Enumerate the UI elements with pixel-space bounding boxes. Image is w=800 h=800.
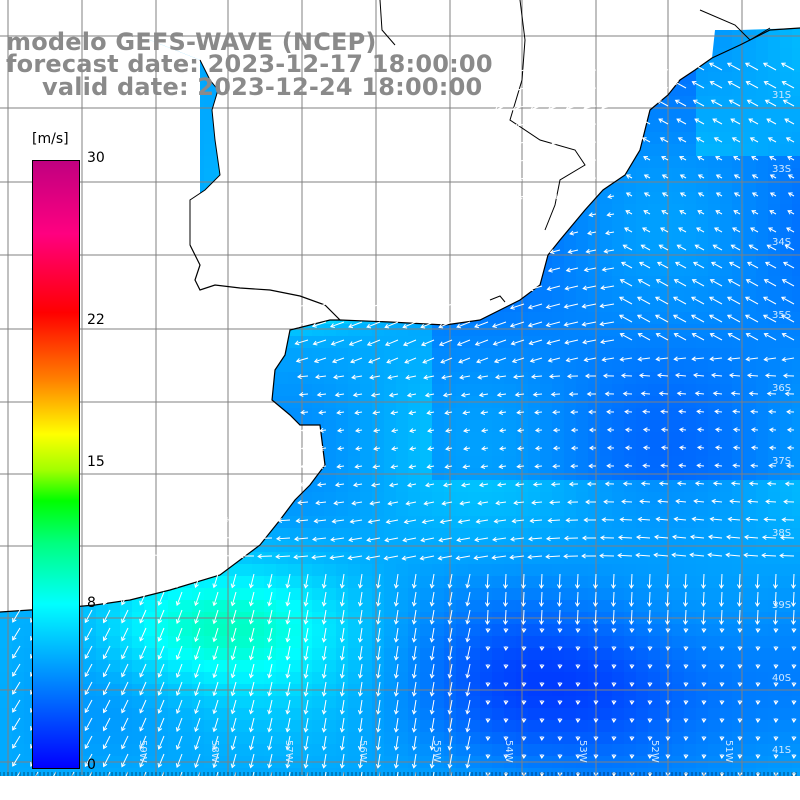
longitude-label: 56W: [357, 740, 368, 763]
latitude-label: 31S: [772, 90, 791, 101]
map-title-valid-date: valid date: 2023-12-24 18:00:00: [42, 73, 483, 101]
latitude-label: 39S: [772, 600, 791, 611]
longitude-label: 55W: [431, 740, 442, 763]
longitude-label: 53W: [577, 740, 588, 763]
axis-labels: 31S33S34S35S36S37S38S39S40S41S61W60W59W5…: [0, 90, 800, 800]
latitude-label: 37S: [772, 456, 791, 467]
latitude-label: 34S: [772, 237, 791, 248]
longitude-label: 57W: [283, 740, 294, 763]
longitude-label: 51W: [723, 740, 734, 763]
colorbar-tick-label: 22: [87, 311, 105, 328]
latitude-label: 35S: [772, 310, 791, 321]
longitude-label: 54W: [503, 740, 514, 763]
coastline: [0, 0, 800, 613]
latitude-label: 33S: [772, 164, 791, 175]
land-mask: [0, 0, 800, 612]
colorbar-tick-label: 8: [87, 595, 96, 612]
colorbar-tick-label: 15: [87, 453, 105, 470]
latitude-label: 41S: [772, 745, 791, 756]
lat-lon-grid: [0, 0, 800, 775]
longitude-label: 59W: [137, 740, 148, 763]
colorbar: [32, 160, 80, 769]
latitude-label: 38S: [772, 528, 791, 539]
latitude-label: 40S: [772, 673, 791, 684]
colorbar-tick-label: 0: [87, 757, 96, 773]
latitude-label: 36S: [772, 383, 791, 394]
colorbar-tick-label: 30: [87, 150, 105, 166]
colorbar-unit-label: [m/s]: [32, 131, 69, 147]
map-title-model: modelo GEFS-WAVE (NCEP): [6, 28, 377, 56]
longitude-label: 58W: [209, 740, 220, 763]
map-title-forecast-date: forecast date: 2023-12-17 18:00:00: [6, 50, 493, 78]
longitude-label: 52W: [649, 740, 660, 763]
